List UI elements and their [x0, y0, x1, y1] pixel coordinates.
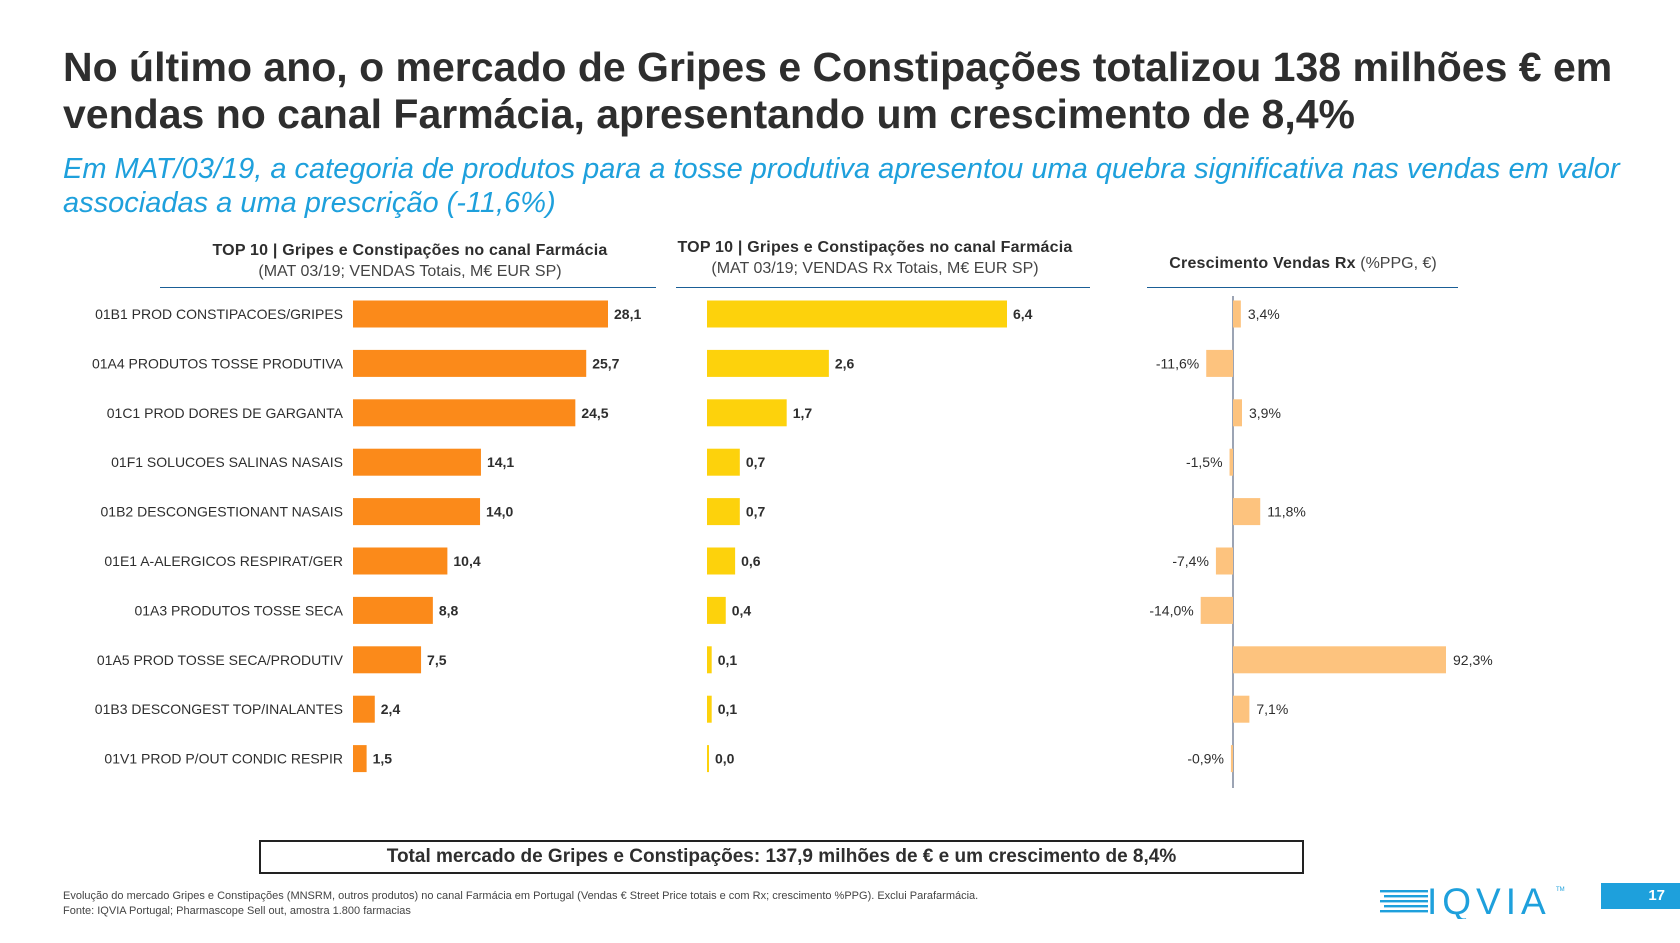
iqvia-logo: IQVIA TM [1380, 883, 1565, 919]
chart-1-rule [160, 287, 656, 288]
category-label: 01B3 DESCONGEST TOP/INALANTES [95, 701, 343, 717]
chart-1-title: TOP 10 | Gripes e Constipações no canal … [212, 242, 608, 259]
rx-sales-value-label: 1,7 [793, 405, 813, 421]
rx-growth-bar [1233, 300, 1241, 328]
rx-sales-bar [707, 399, 787, 427]
chart-2-rule [676, 287, 1090, 288]
rx-growth-value-label: -14,0% [1149, 602, 1193, 618]
rx-sales-bar [707, 498, 740, 526]
total-sales-value-label: 7,5 [427, 652, 447, 668]
rx-growth-bar [1206, 349, 1233, 377]
rx-sales-value-label: 6,4 [1013, 306, 1033, 322]
category-label: 01V1 PROD P/OUT CONDIC RESPIR [104, 751, 343, 767]
rx-sales-bar [707, 547, 736, 575]
total-sales-bar [353, 695, 375, 723]
chart-2-title: TOP 10 | Gripes e Constipações no canal … [677, 239, 1073, 256]
logo-stripes [1380, 890, 1428, 913]
page-title: No último ano, o mercado de Gripes e Con… [63, 44, 1613, 137]
total-sales-bar [353, 349, 587, 377]
rx-growth-bar [1230, 745, 1233, 773]
chart-1-subtitle: (MAT 03/19; VENDAS Totais, M€ EUR SP) [258, 263, 562, 280]
rx-growth-value-label: 7,1% [1256, 701, 1288, 717]
rx-growth-value-label: 11,8% [1267, 504, 1306, 520]
rx-sales-bar [707, 745, 709, 773]
total-sales-bar [353, 745, 367, 773]
rx-sales-value-label: 2,6 [835, 355, 855, 371]
total-sales-bar [353, 300, 608, 328]
rx-growth-bar [1233, 695, 1250, 723]
rx-sales-bar [707, 300, 1007, 328]
category-label: 01C1 PROD DORES DE GARGANTA [107, 405, 344, 421]
total-sales-bar [353, 596, 433, 624]
total-sales-value-label: 28,1 [614, 306, 641, 322]
logo-trademark: TM [1556, 887, 1565, 893]
chart-2-header: TOP 10 | Gripes e Constipações no canal … [640, 237, 1110, 279]
category-label: 01E1 A-ALERGICOS RESPIRAT/GER [104, 553, 343, 569]
rx-growth-bar [1233, 399, 1242, 427]
total-sales-value-label: 10,4 [453, 553, 480, 569]
rx-growth-bar [1215, 547, 1233, 575]
rx-sales-bar [707, 695, 712, 723]
rx-growth-value-label: -1,5% [1186, 454, 1223, 470]
footnote-source: Fonte: IQVIA Portugal; Pharmascope Sell … [63, 905, 411, 917]
rx-growth-bar [1233, 498, 1261, 526]
total-sales-value-label: 14,0 [486, 504, 513, 520]
footnote-description: Evolução do mercado Gripes e Constipaçõe… [63, 890, 979, 902]
total-sales-bar [353, 399, 576, 427]
logo-text: IQVIA [1427, 883, 1551, 919]
rx-growth-bar [1233, 646, 1446, 674]
page-number: 17 [1601, 883, 1680, 909]
total-sales-bar [353, 547, 448, 575]
rx-growth-value-label: -0,9% [1187, 751, 1224, 767]
category-label: 01A4 PRODUTOS TOSSE PRODUTIVA [92, 355, 344, 371]
rx-growth-value-label: -11,6% [1156, 355, 1199, 371]
chart-1-header: TOP 10 | Gripes e Constipações no canal … [160, 240, 660, 282]
rx-sales-bar [707, 646, 712, 674]
category-label: 01A3 PRODUTOS TOSSE SECA [134, 602, 343, 618]
charts-canvas: 01B1 PROD CONSTIPACOES/GRIPES 28,1 01A4 PR… [92, 296, 1493, 788]
total-sales-value-label: 25,7 [592, 355, 619, 371]
total-sales-value-label: 24,5 [581, 405, 608, 421]
rx-sales-value-label: 0,7 [746, 454, 766, 470]
chart-3-header: Crescimento Vendas Rx (%PPG, €) [1148, 253, 1458, 274]
rx-growth-bar [1200, 596, 1233, 624]
total-sales-value-label: 14,1 [487, 454, 514, 470]
rx-sales-bar [707, 596, 726, 624]
rx-growth-value-label: 92,3% [1453, 652, 1493, 668]
rx-growth-value-label: 3,9% [1249, 405, 1281, 421]
rx-sales-bar [707, 448, 740, 476]
rx-sales-value-label: 0,7 [746, 504, 766, 520]
total-sales-bar [353, 448, 481, 476]
total-market-box: Total mercado de Gripes e Constipações: … [259, 840, 1304, 874]
rx-sales-value-label: 0,6 [741, 553, 761, 569]
chart-3-title: Crescimento Vendas Rx [1169, 255, 1356, 272]
rx-sales-value-label: 0,4 [732, 602, 752, 618]
total-sales-value-label: 1,5 [373, 751, 393, 767]
total-sales-bar [353, 498, 481, 526]
total-sales-value-label: 2,4 [381, 701, 401, 717]
footnote: Evolução do mercado Gripes e Constipaçõe… [63, 889, 978, 919]
total-sales-value-label: 8,8 [439, 602, 459, 618]
category-label: 01F1 SOLUCOES SALINAS NASAIS [111, 454, 343, 470]
rx-growth-value-label: -7,4% [1172, 553, 1209, 569]
category-label: 01B1 PROD CONSTIPACOES/GRIPES [95, 306, 343, 322]
chart-3-rule [1147, 287, 1458, 288]
rx-sales-bar [707, 349, 829, 377]
category-label: 01A5 PROD TOSSE SECA/PRODUTIV [97, 652, 344, 668]
rx-growth-value-label: 3,4% [1248, 306, 1280, 322]
chart-2-subtitle: (MAT 03/19; VENDAS Rx Totais, M€ EUR SP) [711, 260, 1039, 277]
category-label: 01B2 DESCONGESTIONANT NASAIS [101, 504, 343, 520]
rx-sales-value-label: 0,1 [718, 701, 738, 717]
rx-sales-value-label: 0,1 [718, 652, 738, 668]
total-sales-bar [353, 646, 422, 674]
rx-growth-bar [1229, 448, 1233, 476]
page-subtitle: Em MAT/03/19, a categoria de produtos pa… [63, 153, 1620, 219]
rx-sales-value-label: 0,0 [715, 751, 735, 767]
chart-3-subtitle: (%PPG, €) [1360, 255, 1437, 272]
